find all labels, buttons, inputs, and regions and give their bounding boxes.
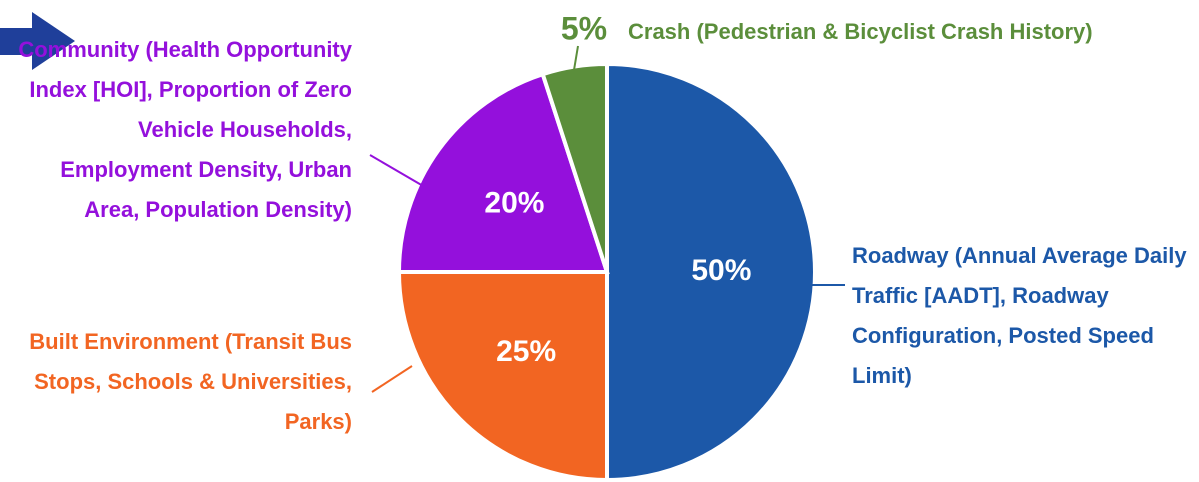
category-label: Crash (Pedestrian & Bicyclist Crash Hist… (628, 19, 1093, 44)
value-label: 5% (561, 10, 607, 46)
leader-line (369, 154, 431, 191)
pie-slice (605, 61, 817, 482)
pie-slice (396, 270, 609, 482)
leader-line (573, 45, 579, 71)
leader-line (371, 365, 413, 393)
pie-slice (396, 71, 610, 274)
value-label: 25% (496, 335, 556, 368)
category-label: Roadway (Annual Average Daily Traffic [A… (852, 243, 1187, 388)
category-label: Community (Health Opportunity Index [HOI… (18, 37, 352, 222)
value-label: 50% (691, 254, 751, 287)
arrow-icon (0, 12, 75, 70)
value-label: 20% (484, 187, 544, 220)
category-label: Built Environment (Transit Bus Stops, Sc… (29, 329, 352, 434)
